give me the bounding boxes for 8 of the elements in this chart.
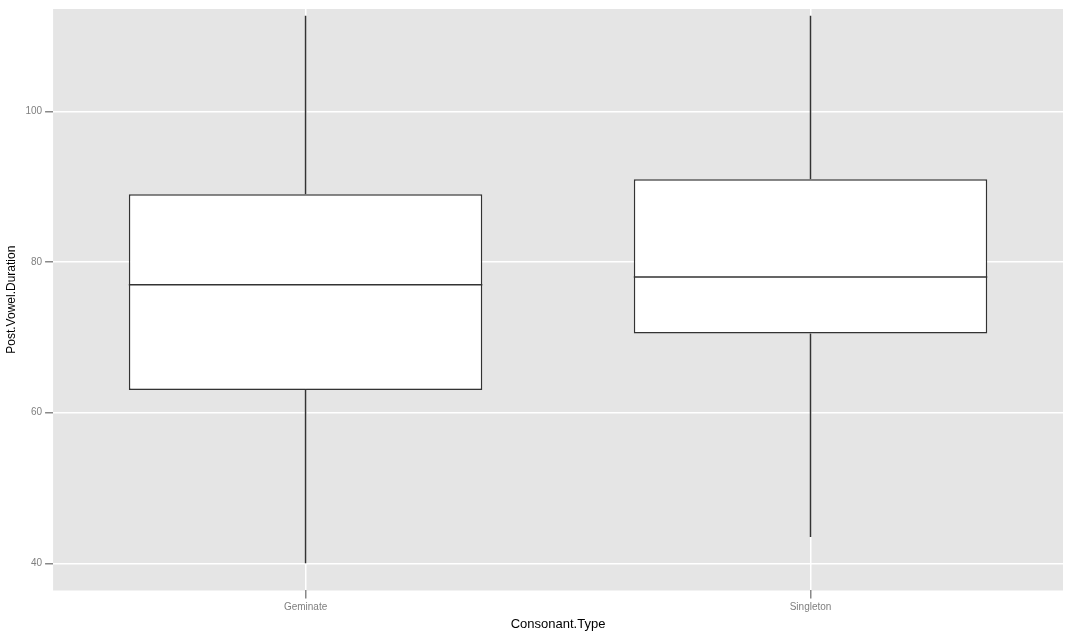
y-tick-label: 100	[25, 105, 43, 117]
x-axis-title: Consonant.Type	[510, 615, 606, 631]
y-tick-label: 60	[30, 406, 43, 418]
x-tick-label: Singleton	[789, 601, 832, 613]
y-axis-title: Post.Vowel.Duration	[3, 245, 18, 354]
x-tick-label: Geminate	[283, 601, 328, 613]
y-tick-label: 40	[30, 557, 43, 569]
y-tick-label: 80	[30, 255, 43, 267]
